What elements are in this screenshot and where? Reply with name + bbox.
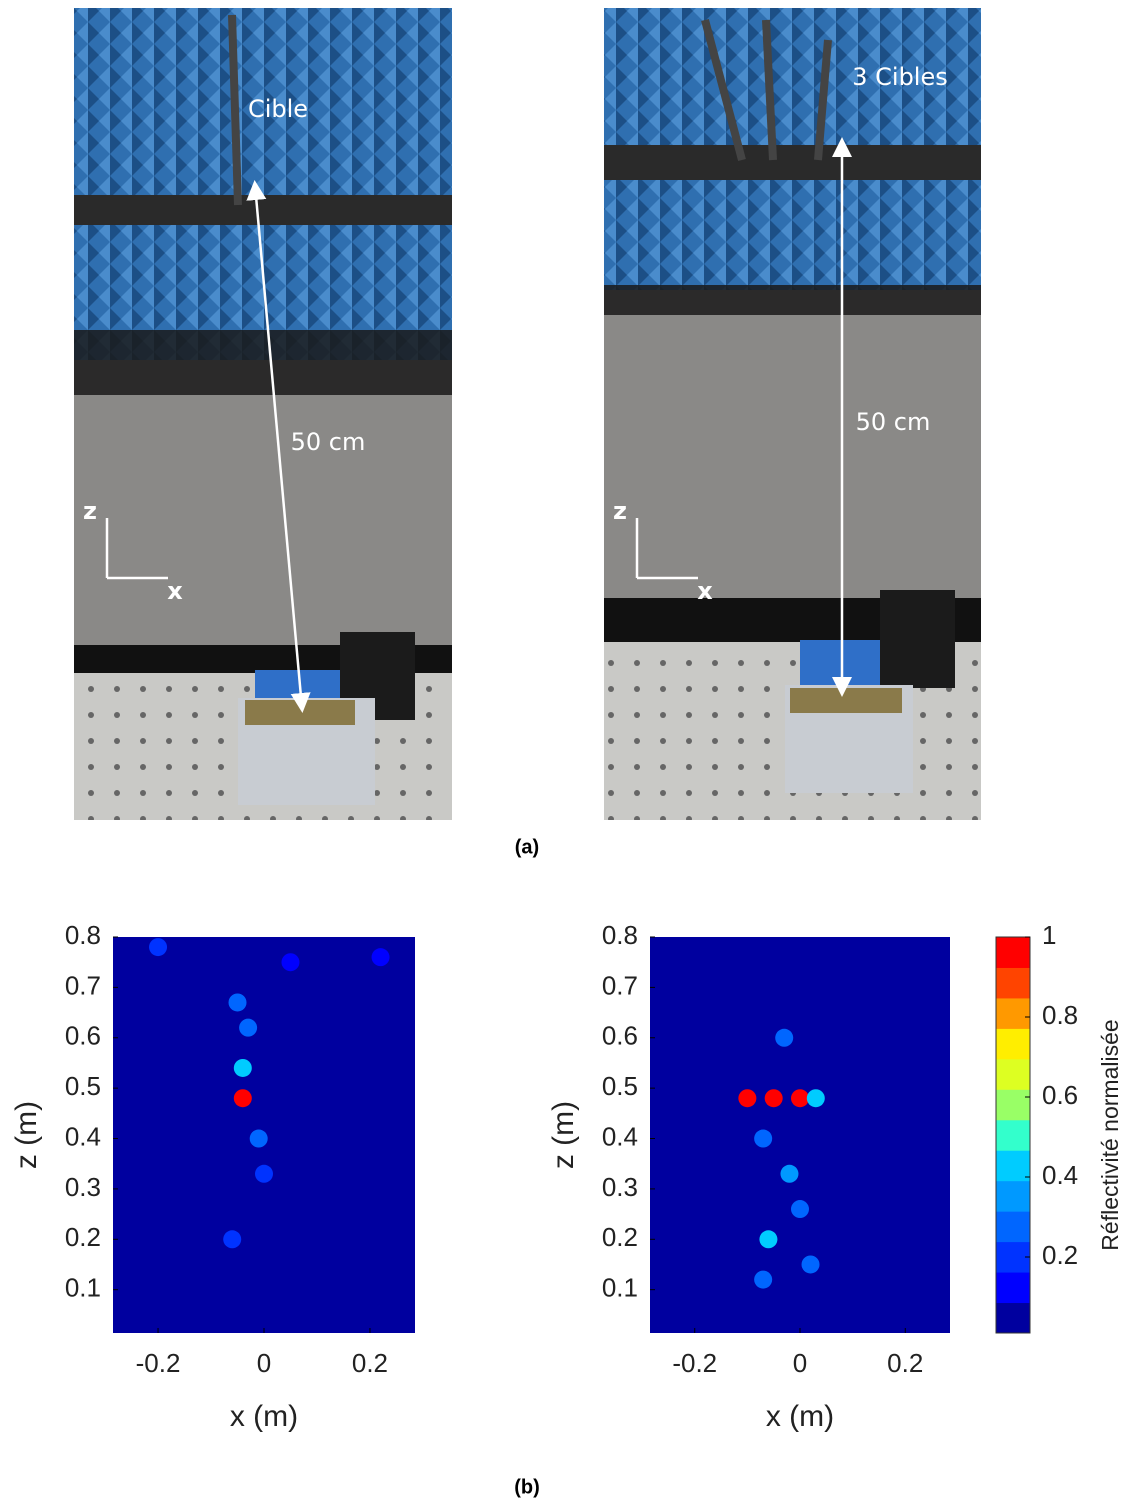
hotspot bbox=[754, 1270, 773, 1289]
hotspot bbox=[759, 1230, 778, 1249]
y-axis-label: z (m) bbox=[10, 1101, 43, 1169]
y-tick-label: 0.3 bbox=[65, 1172, 101, 1202]
hotspot bbox=[791, 1200, 809, 1219]
hotspot bbox=[764, 1089, 783, 1108]
y-tick-label: 0.4 bbox=[602, 1121, 638, 1151]
axis-label: x bbox=[697, 577, 713, 605]
photo: 3 Cibles 50 cm z x bbox=[604, 8, 981, 820]
x-tick-label: 0.2 bbox=[352, 1348, 388, 1378]
hotspot bbox=[223, 1230, 242, 1249]
y-tick-label: 0.7 bbox=[602, 970, 638, 1000]
axis-label: z bbox=[83, 497, 97, 525]
hotspot bbox=[228, 993, 247, 1012]
colorbar-frame bbox=[995, 936, 1031, 1334]
colorbar-tick-label: 0.4 bbox=[1042, 1160, 1078, 1190]
colorbar-band bbox=[996, 997, 1030, 1029]
y-tick-label: 0.1 bbox=[65, 1273, 101, 1303]
y-tick-label: 0.4 bbox=[65, 1121, 101, 1151]
colorbar-band bbox=[996, 1241, 1030, 1273]
colorbar-band bbox=[996, 1302, 1030, 1334]
x-tick-label: 0 bbox=[257, 1348, 271, 1378]
hotspot bbox=[371, 948, 390, 967]
hotspot bbox=[780, 1164, 799, 1183]
hotspot bbox=[281, 953, 300, 972]
colorbar-band bbox=[996, 967, 1030, 999]
hotspot bbox=[738, 1089, 757, 1108]
hotspot bbox=[239, 1018, 258, 1037]
y-tick-label: 0.1 bbox=[602, 1273, 638, 1303]
x-axis-label: x (m) bbox=[766, 1400, 834, 1433]
hotspot bbox=[149, 938, 168, 957]
colorbar-band bbox=[996, 1058, 1030, 1090]
colorbar-band bbox=[996, 1180, 1030, 1212]
target-label: 3 Cibles bbox=[852, 63, 948, 91]
x-tick-label: 0.2 bbox=[887, 1348, 923, 1378]
y-tick-label: 0.6 bbox=[65, 1021, 101, 1051]
y-tick-label: 0.6 bbox=[602, 1021, 638, 1051]
hotspot bbox=[233, 1058, 252, 1077]
photo: Cible 50 cm z x bbox=[74, 8, 452, 820]
plot-area bbox=[650, 937, 950, 1333]
hotspot bbox=[255, 1164, 273, 1183]
axis-label: z bbox=[613, 497, 627, 525]
y-tick-label: 0.2 bbox=[65, 1222, 101, 1252]
caption: (b) bbox=[514, 1476, 540, 1498]
y-tick-label: 0.3 bbox=[602, 1172, 638, 1202]
hotspot bbox=[249, 1129, 268, 1148]
colorbar-tick-label: 0.2 bbox=[1042, 1240, 1078, 1270]
colorbar-tick-label: 0.6 bbox=[1042, 1080, 1078, 1110]
y-tick-label: 0.5 bbox=[602, 1071, 638, 1101]
hotspot bbox=[791, 1089, 809, 1108]
axis-label: x bbox=[167, 577, 183, 605]
target-label: Cible bbox=[248, 95, 308, 123]
colorbar-band bbox=[996, 1150, 1030, 1182]
hotspot bbox=[806, 1089, 825, 1108]
colorbar-tick-label: 1 bbox=[1042, 920, 1056, 950]
hotspot bbox=[754, 1129, 773, 1148]
caption: (a) bbox=[515, 836, 539, 858]
x-tick-label: 0 bbox=[793, 1348, 807, 1378]
colorbar-band bbox=[996, 1272, 1030, 1304]
colorbar-label: Réflectivité normalisée bbox=[1097, 1019, 1123, 1250]
colorbar-band bbox=[996, 1119, 1030, 1151]
y-tick-label: 0.7 bbox=[65, 970, 101, 1000]
colorbar-tick-label: 0.8 bbox=[1042, 1000, 1078, 1030]
y-tick-label: 0.2 bbox=[602, 1222, 638, 1252]
hotspot bbox=[233, 1089, 252, 1108]
distance-label: 50 cm bbox=[291, 428, 366, 456]
distance-label: 50 cm bbox=[856, 408, 931, 436]
colorbar-band bbox=[996, 937, 1030, 968]
x-axis-label: x (m) bbox=[230, 1400, 298, 1433]
colorbar-band bbox=[996, 1211, 1030, 1243]
x-tick-label: -0.2 bbox=[136, 1348, 181, 1378]
y-tick-label: 0.5 bbox=[65, 1071, 101, 1101]
y-axis-label: z (m) bbox=[547, 1101, 580, 1169]
x-tick-label: -0.2 bbox=[672, 1348, 717, 1378]
colorbar-band bbox=[996, 1089, 1030, 1121]
y-tick-label: 0.8 bbox=[602, 920, 638, 950]
hotspot bbox=[801, 1255, 820, 1274]
hotspot bbox=[775, 1028, 794, 1047]
y-tick-label: 0.8 bbox=[65, 920, 101, 950]
colorbar-band bbox=[996, 1028, 1030, 1060]
